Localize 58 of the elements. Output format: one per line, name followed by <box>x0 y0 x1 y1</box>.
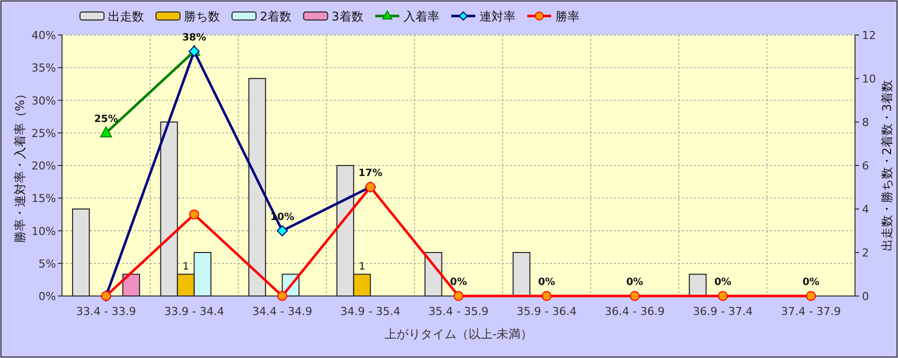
point <box>542 291 552 301</box>
y2-tick-label: 4 <box>862 203 869 216</box>
y-tick-label: 35% <box>32 62 56 75</box>
x-tick-label: 36.4 - 36.9 <box>604 305 665 318</box>
legend-label: 連対率 <box>479 10 516 24</box>
point <box>189 209 200 220</box>
y-tick-label: 0% <box>38 290 56 303</box>
data-label: 17% <box>358 168 382 180</box>
y2-tick-label: 10 <box>862 72 876 86</box>
point <box>718 291 728 301</box>
data-label: 0% <box>714 277 732 288</box>
bar <box>512 252 530 296</box>
x-axis-title: 上がりタイム（以上-未満） <box>384 327 533 341</box>
bar <box>688 274 707 296</box>
y-tick-label: 25% <box>32 126 56 140</box>
data-label: 0% <box>538 277 556 288</box>
data-label: 0% <box>802 277 820 288</box>
y2-tick-label: 8 <box>862 116 869 129</box>
x-tick-label: 35.9 - 36.4 <box>516 305 577 318</box>
point <box>630 291 640 301</box>
legend-label: 3着数 <box>332 10 364 24</box>
x-tick-label: 34.4 - 34.9 <box>252 305 312 318</box>
legend-label: 出走数 <box>108 10 144 24</box>
y-tick-label: 15% <box>32 192 56 206</box>
legend-label: 2着数 <box>260 10 292 24</box>
y2-tick-label: 0 <box>862 290 869 303</box>
y2-axis-title: 出走数・勝ち数・2着数・3着数 <box>880 80 894 252</box>
legend-label: 入着率 <box>403 10 440 24</box>
y-tick-label: 10% <box>32 224 56 238</box>
legend-label: 勝率 <box>555 10 580 24</box>
y2-tick-label: 6 <box>862 160 869 172</box>
y-axis-title: 勝率・連対率・入着率（%） <box>13 88 27 244</box>
x-tick-label: 35.4 - 35.9 <box>428 305 488 318</box>
point <box>276 225 288 236</box>
data-label: 1 <box>358 261 366 272</box>
bar <box>248 78 266 296</box>
x-tick-label: 36.9 - 37.4 <box>692 305 753 318</box>
point <box>277 291 288 301</box>
y-tick-label: 30% <box>32 94 56 108</box>
x-tick-label: 33.9 - 34.4 <box>164 305 224 318</box>
y-tick-label: 20% <box>32 160 56 172</box>
point <box>454 291 464 301</box>
y-tick-label: 40% <box>32 29 56 42</box>
y2-tick-label: 12 <box>862 29 876 42</box>
y2-tick-label: 2 <box>862 246 869 260</box>
bar <box>424 252 442 296</box>
data-label: 25% <box>94 114 118 125</box>
data-label: 38% <box>182 32 206 44</box>
bar <box>72 208 90 296</box>
x-tick-label: 37.4 - 37.9 <box>780 305 841 318</box>
data-label: 0% <box>626 277 644 288</box>
data-label: 1 <box>182 261 189 272</box>
x-tick-label: 34.9 - 35.4 <box>340 305 400 318</box>
legend-label: 勝ち数 <box>184 10 220 24</box>
data-label: 0% <box>450 277 467 288</box>
y-tick-label: 5% <box>38 257 56 270</box>
x-tick-label: 33.4 - 33.9 <box>76 305 136 318</box>
point <box>806 291 816 301</box>
